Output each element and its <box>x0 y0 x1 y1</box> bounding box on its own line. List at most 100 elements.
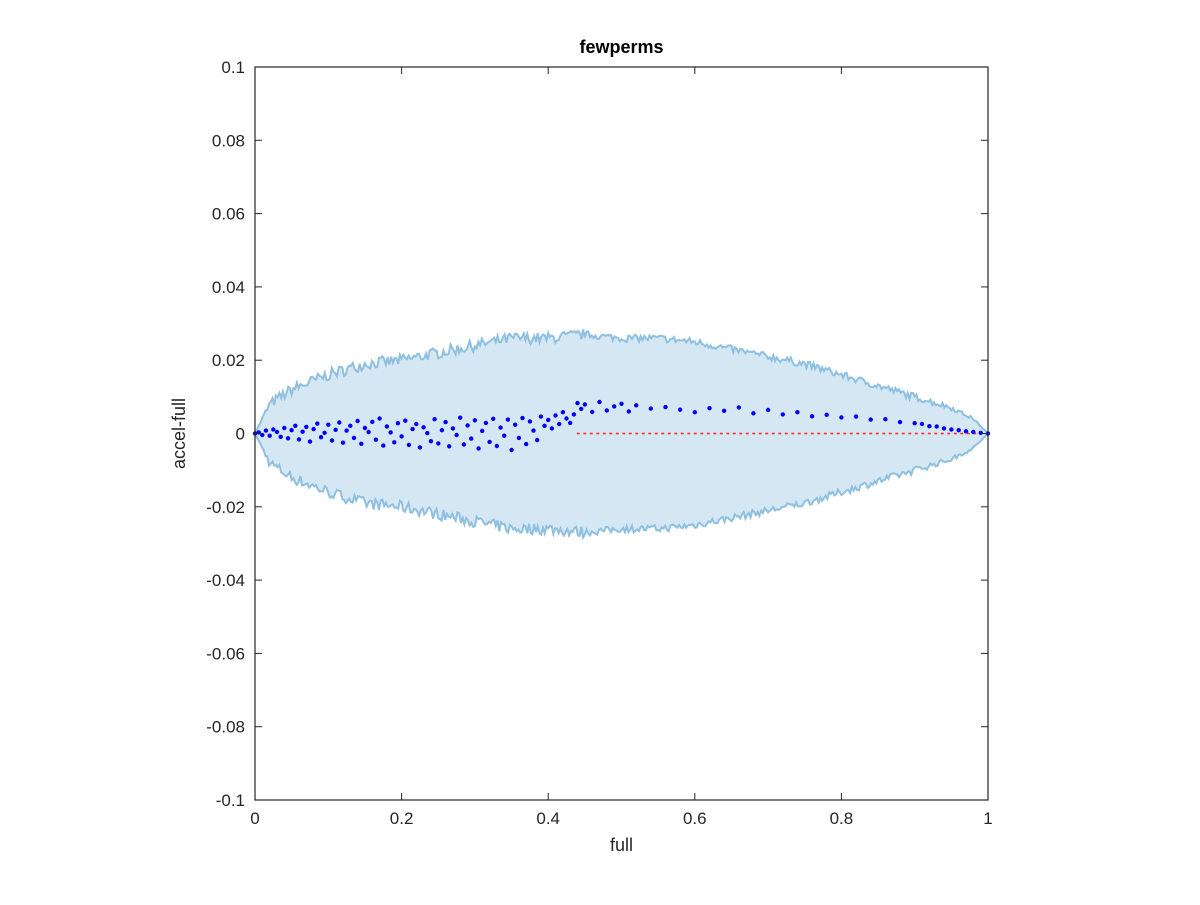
y-tick-label: -0.08 <box>206 718 245 737</box>
data-points <box>252 399 991 453</box>
data-point <box>480 428 485 434</box>
band-fill <box>255 329 988 538</box>
data-point <box>971 429 976 435</box>
data-point <box>546 417 551 423</box>
data-point <box>853 414 859 419</box>
data-point <box>579 406 584 412</box>
data-point <box>370 419 375 424</box>
y-axis-label: accel-full <box>169 398 189 469</box>
x-tick-label: 0.8 <box>830 809 854 828</box>
data-point <box>883 417 888 422</box>
y-tick-label: -0.04 <box>206 571 245 590</box>
data-point <box>502 433 507 438</box>
x-tick-label: 0 <box>250 809 259 828</box>
data-point <box>289 428 294 433</box>
data-point <box>421 425 426 430</box>
data-point <box>344 428 349 433</box>
data-point <box>963 429 969 434</box>
data-point <box>604 408 609 413</box>
data-point <box>285 436 291 441</box>
confidence-band <box>254 329 989 541</box>
data-point <box>406 442 412 448</box>
data-point <box>461 442 467 447</box>
data-point <box>626 409 631 414</box>
data-point <box>941 426 947 431</box>
data-point <box>513 422 518 427</box>
data-point <box>428 439 434 444</box>
data-point <box>549 426 555 431</box>
y-tick-label: 0.04 <box>212 278 245 297</box>
data-point <box>337 420 342 425</box>
data-point <box>469 436 474 441</box>
data-point <box>417 445 423 450</box>
data-point <box>311 426 316 432</box>
data-point <box>278 434 283 439</box>
data-point <box>538 414 544 419</box>
data-point <box>307 439 313 444</box>
data-point <box>571 412 577 417</box>
y-tick-label: -0.06 <box>206 644 245 663</box>
data-point <box>392 440 397 445</box>
data-point <box>359 441 364 446</box>
data-point <box>516 435 522 441</box>
chart-title: fewperms <box>579 37 663 57</box>
data-point <box>582 402 588 407</box>
data-point <box>432 417 437 422</box>
data-point <box>410 426 415 432</box>
data-point <box>304 424 309 430</box>
data-point <box>590 409 595 415</box>
data-point <box>300 429 305 434</box>
data-point <box>351 435 357 441</box>
data-point <box>447 444 452 449</box>
data-point <box>520 415 525 421</box>
data-point <box>612 404 617 409</box>
y-tick-label: -0.02 <box>206 498 245 517</box>
data-point <box>315 421 320 426</box>
x-axis-label: full <box>610 835 633 855</box>
data-point <box>553 413 558 418</box>
band-upper-line <box>254 329 989 435</box>
data-point <box>366 429 371 435</box>
data-point <box>483 420 489 426</box>
data-point <box>560 410 566 415</box>
data-point <box>868 417 873 422</box>
data-point <box>721 408 727 413</box>
data-point <box>505 417 511 422</box>
data-point <box>340 440 346 445</box>
y-tick-label: 0.02 <box>212 351 245 370</box>
data-point <box>458 415 463 420</box>
x-tick-label: 0.6 <box>683 809 707 828</box>
data-point <box>736 405 741 410</box>
data-point <box>333 427 338 432</box>
x-tick-label: 1 <box>983 809 992 828</box>
data-point <box>557 421 562 427</box>
data-point <box>263 428 269 433</box>
data-point <box>329 438 335 443</box>
data-point <box>956 428 961 433</box>
data-point <box>450 426 456 431</box>
data-point <box>751 411 756 416</box>
data-point <box>597 399 602 405</box>
data-point <box>399 434 404 439</box>
data-point <box>707 406 712 411</box>
data-point <box>293 423 298 428</box>
data-point <box>795 410 800 415</box>
data-point <box>912 421 917 426</box>
y-tick-label: 0 <box>236 425 245 444</box>
data-point <box>524 441 529 447</box>
data-point <box>388 430 393 435</box>
data-point <box>373 437 379 442</box>
data-point <box>575 400 580 406</box>
y-axis-ticks: 0.1 0.08 0.06 0.04 0.02 0 -0.02 -0.04 -0.06 -0.08… <box>206 58 988 810</box>
data-point <box>765 407 771 413</box>
data-point <box>355 418 360 424</box>
data-point <box>282 425 287 431</box>
data-point <box>809 414 815 419</box>
data-point <box>476 446 481 451</box>
data-point <box>322 430 327 435</box>
y-tick-label: -0.1 <box>216 791 245 810</box>
data-point <box>949 427 954 432</box>
data-point <box>472 418 478 423</box>
data-point <box>824 412 829 417</box>
